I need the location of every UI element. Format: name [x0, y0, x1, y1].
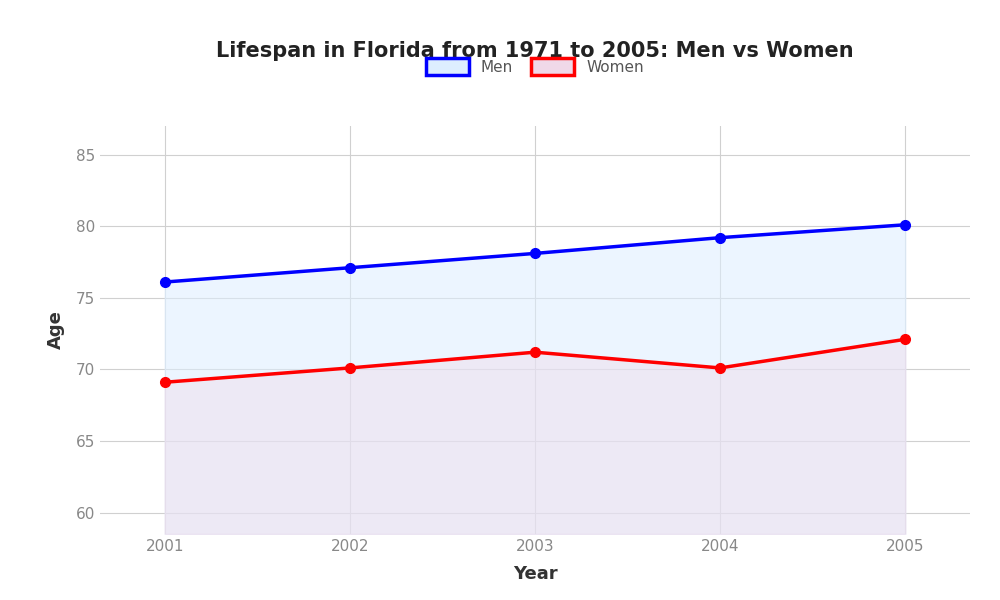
Y-axis label: Age: Age	[47, 311, 65, 349]
Legend: Men, Women: Men, Women	[420, 52, 650, 81]
X-axis label: Year: Year	[513, 565, 557, 583]
Title: Lifespan in Florida from 1971 to 2005: Men vs Women: Lifespan in Florida from 1971 to 2005: M…	[216, 41, 854, 61]
